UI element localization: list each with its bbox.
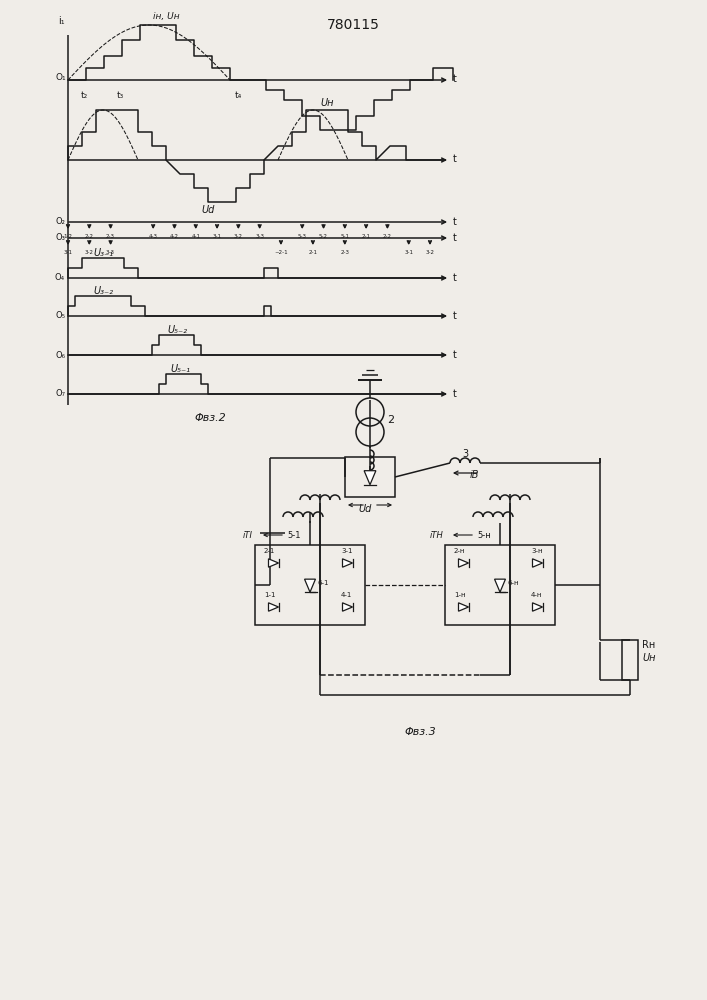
Text: Φвз.3: Φвз.3	[404, 727, 436, 737]
Text: U₃₋₁: U₃₋₁	[93, 248, 113, 258]
Text: t₄: t₄	[235, 92, 242, 101]
Text: 2-1: 2-1	[361, 234, 370, 239]
Text: Φвз.2: Φвз.2	[194, 413, 226, 423]
Text: t: t	[453, 350, 457, 360]
Text: 3-2: 3-2	[234, 234, 243, 239]
Text: t: t	[453, 273, 457, 283]
Text: iн, Uн: iн, Uн	[153, 12, 180, 21]
Text: 1-н: 1-н	[454, 592, 465, 598]
Text: 2-1: 2-1	[308, 250, 317, 255]
Polygon shape	[459, 559, 469, 567]
Text: 5-1: 5-1	[340, 234, 349, 239]
Text: O₄: O₄	[55, 273, 65, 282]
Text: 1-2: 1-2	[64, 234, 73, 239]
Text: t₂: t₂	[81, 92, 88, 101]
Text: 3-1: 3-1	[213, 234, 221, 239]
Text: 2-2: 2-2	[383, 234, 392, 239]
Text: U₅₋₂: U₅₋₂	[167, 325, 187, 335]
Text: 4-2: 4-2	[170, 234, 179, 239]
Text: iТI: iТI	[243, 530, 253, 540]
Text: Ud: Ud	[358, 504, 372, 514]
Text: U₃₋₂: U₃₋₂	[93, 286, 113, 296]
Text: t₃: t₃	[117, 92, 124, 101]
Text: 4-1: 4-1	[341, 592, 352, 598]
Text: 4-1: 4-1	[192, 234, 200, 239]
Polygon shape	[342, 559, 353, 567]
Polygon shape	[532, 559, 542, 567]
Polygon shape	[269, 559, 279, 567]
Polygon shape	[494, 579, 506, 592]
Text: t: t	[453, 217, 457, 227]
Text: i₁: i₁	[59, 16, 65, 26]
Polygon shape	[364, 471, 376, 485]
Text: 2-3: 2-3	[340, 250, 349, 255]
Text: O₃: O₃	[55, 233, 65, 242]
Text: 5-н: 5-н	[477, 530, 491, 540]
Text: 2-3: 2-3	[106, 234, 115, 239]
Text: t: t	[453, 233, 457, 243]
Text: 3-3: 3-3	[255, 234, 264, 239]
Text: 2-н: 2-н	[454, 548, 465, 554]
Text: Uн: Uн	[320, 98, 334, 108]
Text: 3-3: 3-3	[106, 250, 115, 255]
Text: O₁: O₁	[55, 74, 66, 83]
Text: 2-2: 2-2	[85, 234, 94, 239]
Text: 780115: 780115	[327, 18, 380, 32]
Text: O₇: O₇	[55, 389, 65, 398]
Text: 3-2: 3-2	[85, 250, 94, 255]
Text: O₅: O₅	[55, 312, 65, 320]
Text: t: t	[453, 74, 457, 84]
Text: 6-1: 6-1	[318, 580, 329, 586]
Bar	[622, 640, 638, 680]
Text: 3-2: 3-2	[426, 250, 435, 255]
Text: 4-3: 4-3	[148, 234, 158, 239]
Text: 5-2: 5-2	[319, 234, 328, 239]
Text: t: t	[453, 311, 457, 321]
Text: O₂: O₂	[55, 218, 65, 227]
Text: ~2-1: ~2-1	[274, 250, 288, 255]
Text: 3: 3	[462, 449, 468, 459]
Text: 6-н: 6-н	[508, 580, 520, 586]
Text: iB: iB	[470, 470, 479, 480]
Bar	[345, 457, 395, 497]
Text: 3-1: 3-1	[404, 250, 413, 255]
Text: O₆: O₆	[55, 351, 65, 360]
Text: t: t	[453, 389, 457, 399]
Text: 5-1: 5-1	[287, 530, 300, 540]
Polygon shape	[269, 603, 279, 611]
Text: 4-н: 4-н	[531, 592, 542, 598]
Text: iТН: iТН	[429, 530, 443, 540]
Polygon shape	[342, 603, 353, 611]
Text: Ud: Ud	[201, 205, 215, 215]
Polygon shape	[459, 603, 469, 611]
Bar	[255, 545, 365, 625]
Text: 2-1: 2-1	[264, 548, 275, 554]
Bar	[445, 545, 555, 625]
Text: 3-1: 3-1	[64, 250, 73, 255]
Text: 5-3: 5-3	[298, 234, 307, 239]
Text: Uн: Uн	[642, 653, 655, 663]
Text: 3-1: 3-1	[341, 548, 353, 554]
Text: 1-1: 1-1	[264, 592, 276, 598]
Text: t: t	[453, 154, 457, 164]
Polygon shape	[532, 603, 542, 611]
Text: Rн: Rн	[642, 640, 655, 650]
Text: U₅₋₁: U₅₋₁	[170, 364, 190, 374]
Text: 3-н: 3-н	[531, 548, 542, 554]
Text: 2: 2	[387, 415, 394, 425]
Polygon shape	[305, 579, 315, 592]
